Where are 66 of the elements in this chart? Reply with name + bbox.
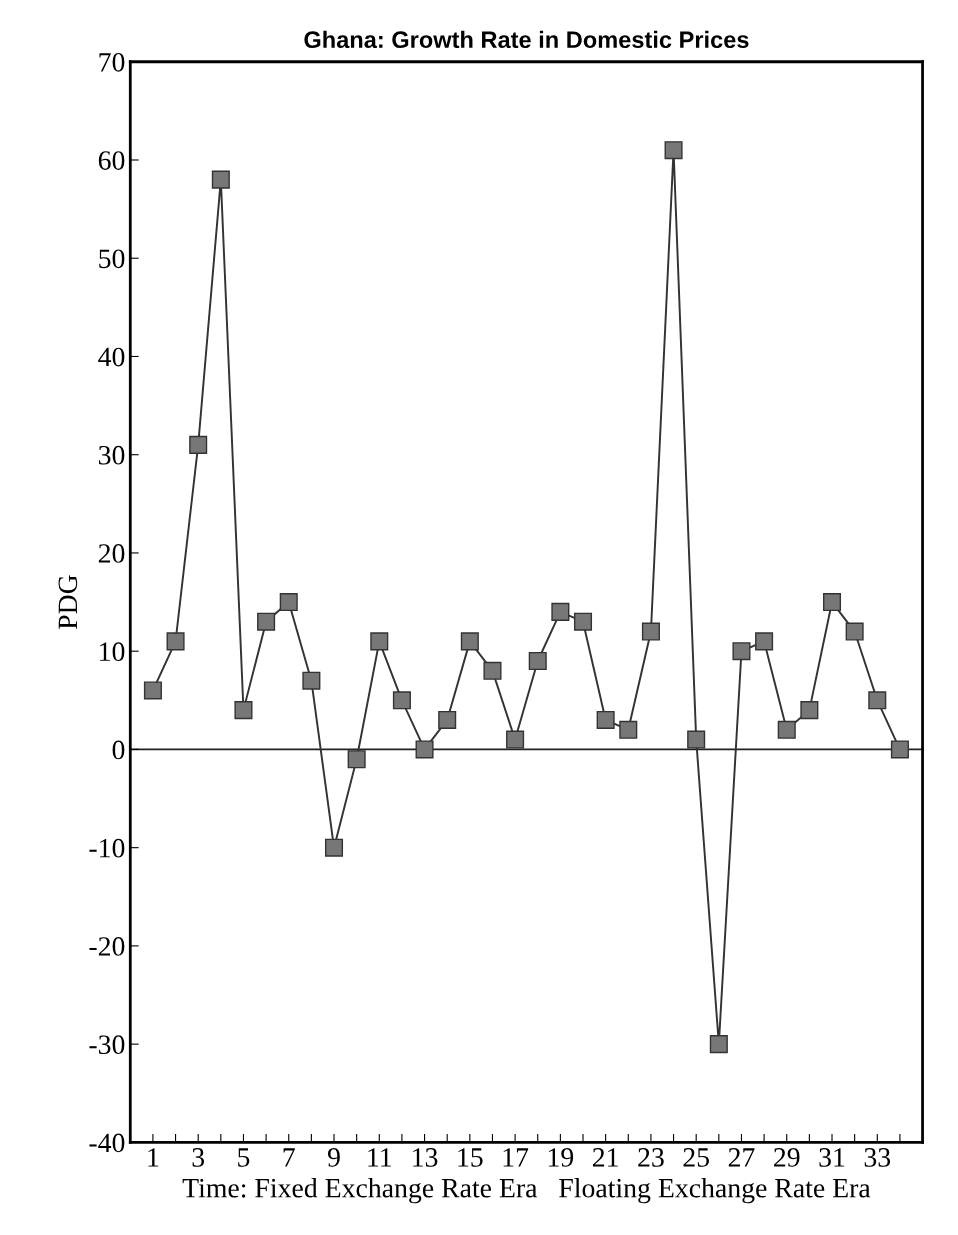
point bbox=[641, 622, 660, 641]
y-tick-label: 20 bbox=[98, 544, 125, 563]
point bbox=[279, 593, 298, 612]
point bbox=[845, 622, 864, 641]
y-tick-label: 30 bbox=[98, 445, 125, 465]
point bbox=[460, 632, 479, 651]
point bbox=[506, 730, 525, 749]
point bbox=[143, 681, 162, 700]
x-tick-label: 25 bbox=[683, 1148, 709, 1167]
point bbox=[483, 661, 502, 680]
x-tick-label: 19 bbox=[548, 1148, 574, 1167]
point bbox=[257, 612, 276, 631]
point bbox=[596, 710, 615, 729]
y-tick-label: 70 bbox=[99, 52, 125, 72]
point bbox=[551, 602, 570, 621]
point bbox=[166, 632, 185, 651]
point bbox=[528, 651, 547, 671]
y-tick-label: -40 bbox=[89, 1133, 125, 1153]
x-tick-label: 31 bbox=[819, 1148, 845, 1167]
x-tick-label: 23 bbox=[638, 1148, 664, 1167]
point bbox=[755, 632, 774, 651]
point bbox=[709, 1035, 728, 1054]
point bbox=[800, 701, 819, 720]
point bbox=[868, 691, 887, 710]
chart-title: Ghana: Growth Rate in Domestic Prices bbox=[304, 30, 749, 49]
x-tick-label: 9 bbox=[327, 1148, 340, 1167]
y-tick-label: -20 bbox=[89, 937, 125, 956]
y-axis-title: PDG bbox=[58, 575, 78, 630]
point bbox=[438, 710, 457, 729]
point bbox=[370, 632, 389, 651]
point bbox=[211, 170, 230, 189]
point bbox=[777, 720, 796, 739]
y-tick-label: 60 bbox=[98, 151, 125, 170]
point bbox=[687, 730, 706, 749]
x-tick-label: 13 bbox=[413, 1148, 438, 1167]
point bbox=[302, 671, 321, 690]
point bbox=[234, 701, 253, 720]
point bbox=[732, 642, 751, 661]
point bbox=[822, 593, 842, 612]
point bbox=[347, 750, 366, 769]
x-tick-label: 3 bbox=[192, 1148, 205, 1167]
x-tick-label: 29 bbox=[774, 1148, 800, 1167]
y-tick-label: -30 bbox=[89, 1035, 125, 1055]
y-tick-label: 40 bbox=[98, 347, 125, 367]
point bbox=[415, 740, 434, 759]
x-tick-label: 17 bbox=[503, 1148, 529, 1167]
point bbox=[324, 838, 344, 857]
point bbox=[664, 141, 683, 160]
point bbox=[619, 720, 638, 739]
point bbox=[189, 435, 208, 454]
point bbox=[890, 740, 909, 759]
y-tick-label: 0 bbox=[112, 740, 125, 760]
x-axis-title: Time: Fixed Exchange Rate Era Floating Exchange Rate Era bbox=[182, 1177, 871, 1204]
x-tick-label: 21 bbox=[592, 1148, 618, 1167]
x-tick-label: 7 bbox=[283, 1148, 295, 1167]
point bbox=[392, 691, 411, 710]
x-tick-label: 11 bbox=[368, 1148, 391, 1167]
x-tick-label: 1 bbox=[148, 1148, 159, 1167]
y-tick-label: -10 bbox=[89, 838, 125, 858]
x-tick-label: 33 bbox=[864, 1148, 891, 1167]
x-tick-label: 27 bbox=[728, 1148, 755, 1167]
x-tick-label: 15 bbox=[458, 1148, 483, 1167]
point bbox=[573, 612, 593, 631]
y-tick-label: 10 bbox=[100, 642, 125, 662]
x-tick-label: 5 bbox=[238, 1148, 250, 1167]
y-tick-label: 50 bbox=[99, 249, 125, 269]
